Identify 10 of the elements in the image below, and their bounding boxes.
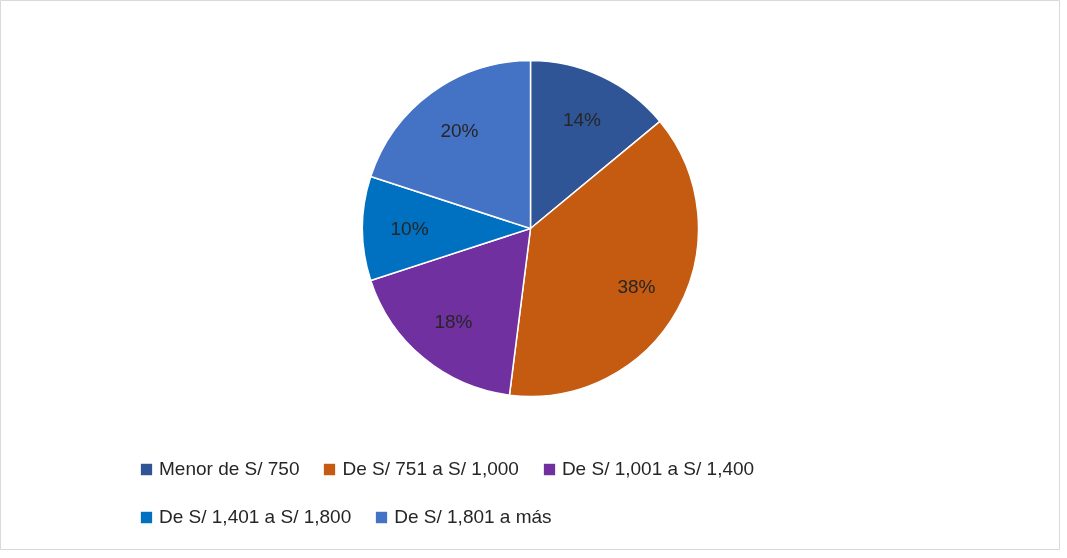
data-label: 20% bbox=[440, 120, 479, 142]
legend-label: Menor de S/ 750 bbox=[159, 458, 300, 480]
data-label: 18% bbox=[434, 311, 473, 333]
legend-label: De S/ 1,401 a S/ 1,800 bbox=[159, 506, 352, 528]
data-label: 38% bbox=[617, 276, 656, 298]
data-label: 14% bbox=[562, 108, 602, 130]
legend-label: De S/ 751 a S/ 1,000 bbox=[342, 458, 519, 480]
legend-label: De S/ 1,001 a S/ 1,400 bbox=[561, 458, 755, 480]
legend-label: De S/ 1,801 a más bbox=[394, 506, 552, 528]
data-label: 10% bbox=[390, 218, 429, 239]
